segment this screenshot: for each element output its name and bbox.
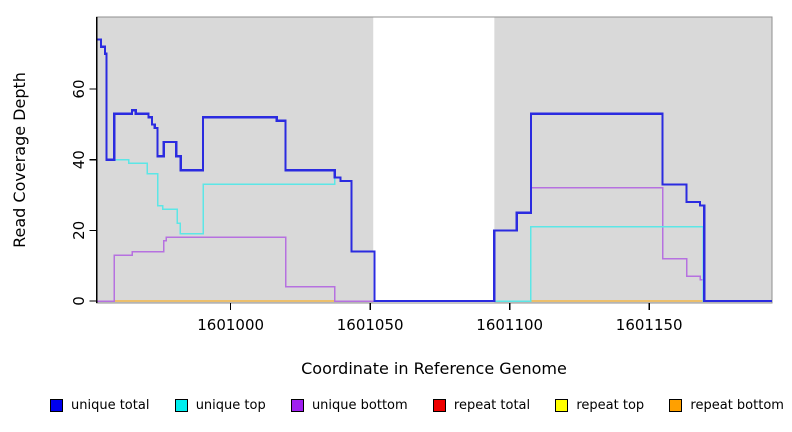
legend-label: unique bottom <box>311 398 408 413</box>
plot-background <box>96 16 773 304</box>
repeat-total-swatch-icon <box>432 399 446 412</box>
unique-total-swatch-icon <box>50 399 63 412</box>
unique-bottom-swatch-icon <box>290 399 304 412</box>
legend-label: repeat total <box>453 398 531 413</box>
repeat-bottom-swatch-icon <box>669 399 683 412</box>
x-axis-label: Coordinate in Reference Genome <box>301 359 567 378</box>
legend-item-unique-total: unique total <box>50 398 149 413</box>
x-tick-label: 1601100 <box>476 316 543 334</box>
unique-top-swatch-icon <box>174 399 188 412</box>
uncovered-gap-region <box>373 17 495 303</box>
y-tick-label: 60 <box>70 80 88 99</box>
series-unique-total <box>96 38 772 303</box>
repeat-top-swatch-icon <box>555 399 569 412</box>
chart-legend: unique total unique top unique bottom re… <box>50 398 784 413</box>
y-tick-label: 0 <box>70 296 88 306</box>
coverage-series-layer <box>96 38 772 303</box>
legend-label: unique total <box>71 398 150 413</box>
legend-item-repeat-bottom: repeat bottom <box>669 398 784 413</box>
x-tick-label: 1601000 <box>197 316 264 334</box>
legend-item-unique-top: unique top <box>174 398 266 413</box>
y-axis-label: Read Coverage Depth <box>10 72 29 248</box>
legend-item-repeat-top: repeat top <box>555 398 644 413</box>
axes-layer: 0 20 40 60 1601000 1601050 1601100 1601150 <box>70 17 683 334</box>
x-tick-label: 1601150 <box>616 316 683 334</box>
legend-label: repeat bottom <box>690 398 784 413</box>
legend-item-unique-bottom: unique bottom <box>290 398 408 413</box>
x-tick-label: 1601050 <box>337 316 404 334</box>
legend-label: unique top <box>195 398 266 413</box>
legend-item-repeat-total: repeat total <box>432 398 531 413</box>
y-tick-label: 20 <box>70 221 88 240</box>
y-tick-label: 40 <box>70 150 88 169</box>
legend-label: repeat top <box>576 398 645 413</box>
